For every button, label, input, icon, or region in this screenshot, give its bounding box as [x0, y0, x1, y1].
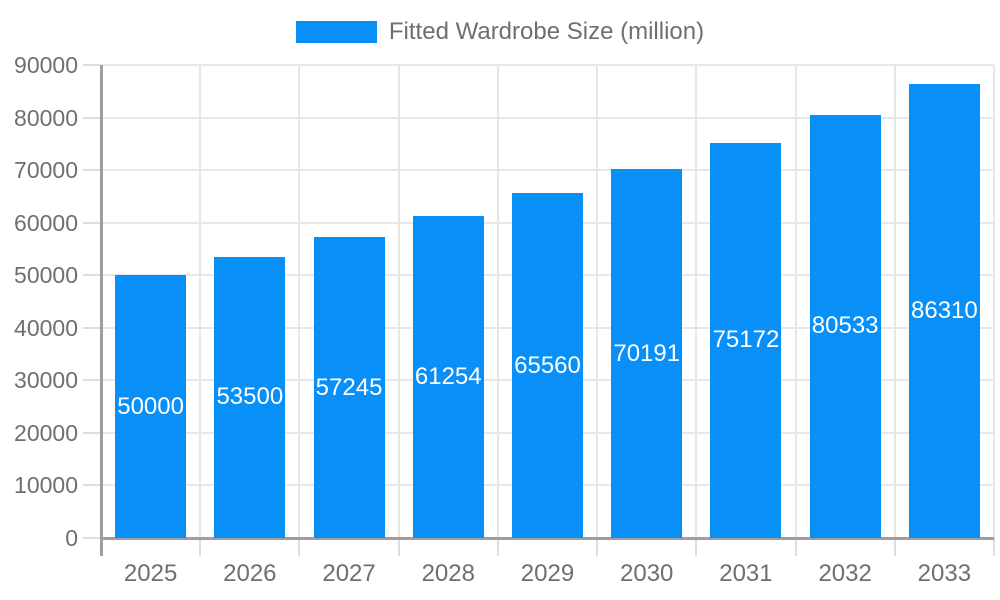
y-axis-tick [83, 537, 101, 539]
x-axis-tick [496, 538, 499, 556]
bar [412, 216, 484, 538]
bar-value-label: 75172 [712, 326, 780, 354]
bar-value-label: 53500 [216, 383, 284, 411]
x-axis-label: 2029 [520, 560, 575, 587]
gridline-horizontal [101, 169, 994, 172]
x-axis-tick [893, 538, 896, 556]
y-axis-label: 30000 [14, 367, 78, 394]
y-axis-label: 40000 [14, 314, 78, 341]
y-axis-tick [83, 116, 101, 119]
x-axis-label: 2028 [421, 560, 475, 587]
x-axis-label: 2032 [818, 560, 872, 587]
bar [908, 84, 980, 538]
bar-value-label: 70191 [613, 339, 681, 367]
bar-value-label: 65560 [514, 351, 581, 379]
bar [214, 256, 286, 538]
x-axis-label: 2027 [322, 560, 376, 587]
x-axis-label: 2031 [719, 560, 773, 587]
gridline-vertical [794, 65, 797, 538]
gridline-vertical [596, 65, 599, 538]
y-axis-tick [83, 431, 101, 434]
x-axis-tick [199, 538, 202, 556]
gridline-vertical [496, 65, 499, 538]
y-axis-tick [83, 274, 101, 277]
x-axis-tick [596, 538, 599, 556]
y-axis-line [100, 65, 103, 556]
bar-value-label: 86310 [911, 297, 978, 325]
y-axis-label: 20000 [14, 419, 78, 446]
gridline-vertical [993, 65, 995, 538]
bar-value-label: 61254 [414, 363, 482, 391]
y-axis-label: 10000 [14, 472, 78, 499]
gridline-vertical [298, 65, 301, 538]
x-axis-tick [993, 538, 995, 556]
gridline-horizontal [101, 116, 994, 119]
bar [710, 142, 782, 538]
gridline-vertical [397, 65, 400, 538]
y-axis-label: 0 [65, 525, 78, 551]
x-axis-label: 2025 [123, 560, 178, 587]
bar-value-label: 50000 [117, 392, 184, 420]
y-axis-tick [83, 169, 101, 172]
x-axis-line [101, 537, 994, 540]
legend-label: Fitted Wardrobe Size (million) [388, 18, 705, 45]
gridline-vertical [893, 65, 896, 538]
x-axis-label: 2030 [620, 560, 674, 587]
y-axis-label: 80000 [14, 104, 78, 131]
bar-value-label: 80533 [811, 312, 879, 340]
x-axis-tick [794, 538, 797, 556]
y-axis-tick [83, 64, 101, 66]
gridline-vertical [199, 65, 202, 538]
legend-swatch [295, 21, 377, 43]
bar [115, 275, 187, 538]
x-axis-tick [397, 538, 400, 556]
y-axis-tick [83, 484, 101, 487]
bar [313, 237, 385, 538]
y-axis-tick [83, 221, 101, 224]
bar [809, 114, 881, 538]
gridline-horizontal [101, 64, 994, 66]
y-axis-tick [83, 379, 101, 382]
y-axis-tick [83, 326, 101, 329]
y-axis-label: 70000 [14, 157, 78, 184]
bar [611, 169, 683, 538]
gridline-vertical [695, 65, 698, 538]
bar [512, 193, 583, 538]
x-axis-label: 2026 [223, 560, 277, 587]
bar-value-label: 57245 [315, 373, 383, 401]
y-axis-label: 50000 [14, 262, 78, 289]
x-axis-label: 2033 [917, 560, 972, 587]
x-axis-tick [298, 538, 301, 556]
legend-item[interactable]: Fitted Wardrobe Size (million) [0, 20, 1000, 44]
x-axis-tick [695, 538, 698, 556]
y-axis-label: 60000 [14, 209, 78, 236]
y-axis-label: 90000 [14, 52, 78, 78]
